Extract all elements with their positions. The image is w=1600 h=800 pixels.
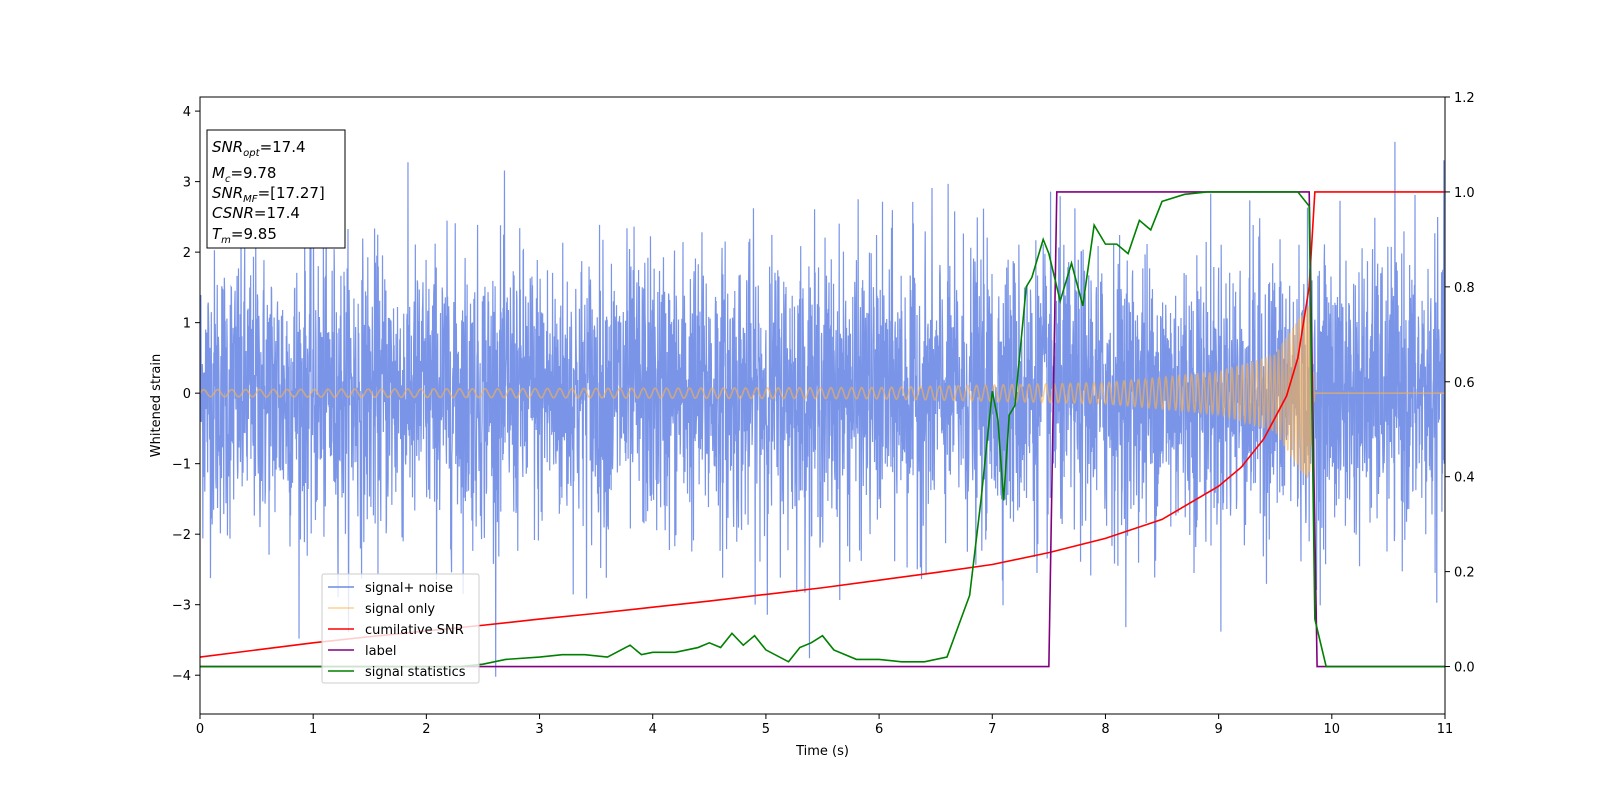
y-axis-label: Whitened strain bbox=[149, 354, 164, 457]
x-tick-label-7: 7 bbox=[988, 722, 996, 737]
series-line-0 bbox=[200, 141, 1445, 677]
y-right-tick-label-2: 0.4 bbox=[1454, 471, 1475, 486]
x-tick-label-1: 1 bbox=[309, 722, 317, 737]
x-tick-label-9: 9 bbox=[1214, 722, 1222, 737]
annotation-line-0: SNRopt=17.4 bbox=[212, 138, 306, 159]
plot-frame bbox=[199, 96, 1446, 715]
y-left-tick-label-4: 0 bbox=[183, 387, 191, 402]
legend-label-3: label bbox=[365, 644, 396, 659]
x-tick-label-8: 8 bbox=[1101, 722, 1109, 737]
x-tick-label-3: 3 bbox=[535, 722, 543, 737]
y-left-tick-label-5: 1 bbox=[183, 317, 191, 332]
x-tick-label-2: 2 bbox=[422, 722, 430, 737]
y-left-tick-label-1: −3 bbox=[172, 599, 191, 614]
x-tick-label-10: 10 bbox=[1324, 722, 1341, 737]
legend-label-1: signal only bbox=[365, 602, 435, 617]
legend-label-4: signal statistics bbox=[365, 665, 466, 680]
y-left-tick-label-7: 3 bbox=[183, 176, 191, 191]
x-axis: 0 1 2 3 4 5 6 7 8 9 10 11 bbox=[196, 714, 1453, 737]
y-axis-left: −4 −3 −2 −1 0 1 2 3 4 bbox=[172, 105, 200, 684]
x-tick-label-5: 5 bbox=[762, 722, 770, 737]
x-tick-label-4: 4 bbox=[649, 722, 657, 737]
legend: signal+ noise signal only cumilative SNR la… bbox=[321, 573, 480, 684]
y-right-tick-label-3: 0.6 bbox=[1454, 376, 1475, 391]
y-axis-right: 0.0 0.2 0.4 0.6 0.8 1.0 1.2 bbox=[1445, 91, 1475, 676]
legend-frame bbox=[321, 573, 480, 684]
annotation-line-4: Tm=9.85 bbox=[212, 225, 277, 246]
x-axis-label: Time (s) bbox=[795, 744, 849, 759]
y-left-tick-label-8: 4 bbox=[183, 105, 191, 120]
y-left-tick-label-2: −2 bbox=[172, 528, 191, 543]
annotation-frame bbox=[206, 129, 346, 249]
annotation-line-3: CSNR=17.4 bbox=[212, 204, 300, 222]
series-line-1 bbox=[200, 305, 1445, 480]
y-right-tick-label-6: 1.2 bbox=[1454, 91, 1475, 106]
y-right-tick-label-1: 0.2 bbox=[1454, 566, 1475, 581]
y-right-tick-label-0: 0.0 bbox=[1454, 661, 1475, 676]
y-right-tick-label-5: 1.0 bbox=[1454, 186, 1475, 201]
series-line-4 bbox=[200, 191, 1445, 668]
y-right-tick-label-4: 0.8 bbox=[1454, 281, 1475, 296]
annotation-line-2: SNRMF=[17.27] bbox=[212, 184, 325, 205]
x-tick-label-11: 11 bbox=[1437, 722, 1454, 737]
y-left-tick-label-3: −1 bbox=[172, 458, 191, 473]
annotation-line-1: Mc=9.78 bbox=[212, 164, 276, 185]
x-tick-label-0: 0 bbox=[196, 722, 204, 737]
x-tick-label-6: 6 bbox=[875, 722, 883, 737]
y-left-tick-label-6: 2 bbox=[183, 246, 191, 261]
y-left-tick-label-0: −4 bbox=[172, 669, 191, 684]
legend-label-0: signal+ noise bbox=[365, 581, 453, 596]
annotation-box: SNRopt=17.4 Mc=9.78SNRMF=[17.27]CSNR=17.4… bbox=[206, 129, 346, 249]
legend-label-2: cumilative SNR bbox=[365, 623, 464, 638]
